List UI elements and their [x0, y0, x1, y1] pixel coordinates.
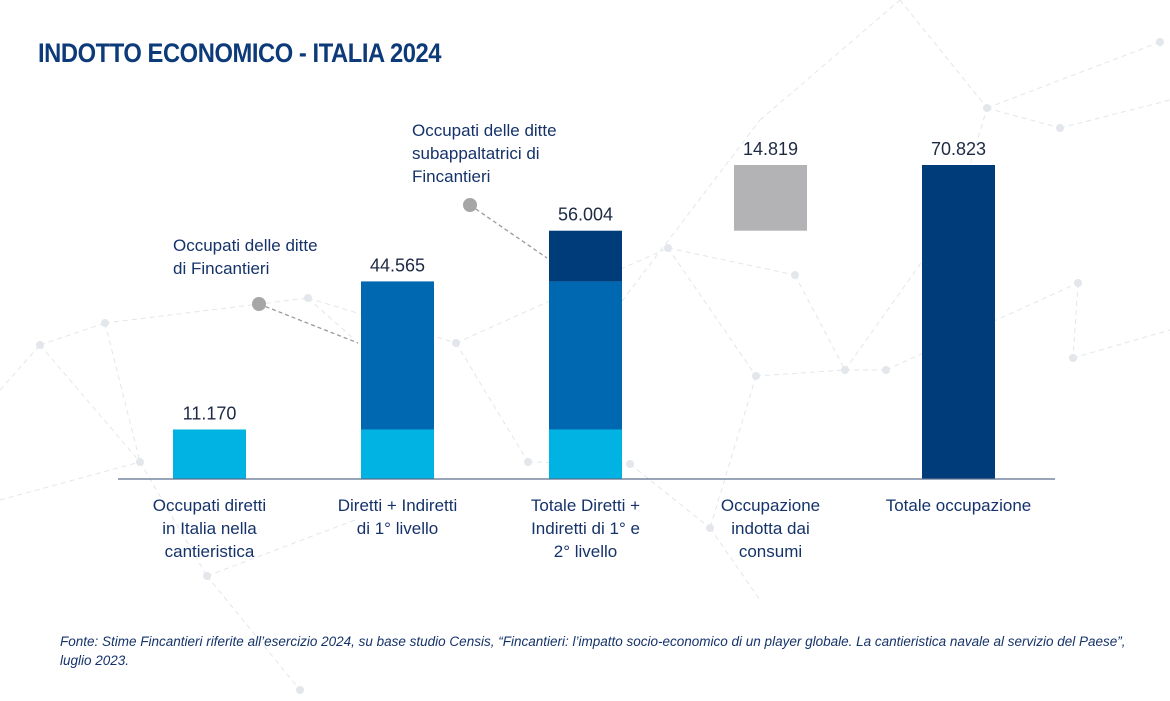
category-label-1: Occupati diretti in Italia nella cantieris…: [153, 496, 266, 561]
callout-leader-1: [258, 303, 359, 344]
category-label-3: Totale Diretti + Indiretti di 1° e 2° live…: [531, 496, 640, 561]
callout-label-1: Occupati delle ditte di Fincantieri: [173, 236, 318, 278]
bar-2-segment-2: [361, 281, 434, 430]
chart-title: INDOTTO ECONOMICO - ITALIA 2024: [38, 38, 442, 68]
value-label-4: 14.819: [743, 139, 798, 159]
bar-2-segment-1: [361, 429, 434, 479]
callout-dot-1: [252, 297, 266, 311]
value-label-2: 44.565: [370, 255, 425, 275]
bar-4-segment-1: [734, 165, 807, 231]
bar-3-segment-1: [549, 429, 622, 479]
bar-3-segment-3: [549, 230, 622, 282]
category-label-2: Diretti + Indiretti di 1° livello: [338, 496, 458, 538]
category-label-4: Occupazione indotta dai consumi: [721, 496, 820, 561]
callout-dot-2: [463, 198, 477, 212]
value-label-3: 56.004: [558, 205, 613, 225]
value-label-5: 70.823: [931, 139, 986, 159]
bar-1-segment-1: [173, 429, 246, 479]
bar-5-segment-1: [922, 165, 995, 479]
category-label-5: Totale occupazione: [886, 496, 1032, 515]
source-note: Fonte: Stime Fincantieri riferite all’es…: [60, 634, 1126, 668]
value-label-1: 11.170: [183, 403, 237, 423]
bar-3-segment-2: [549, 281, 622, 430]
callout-leader-2: [469, 204, 548, 259]
callout-label-2: Occupati delle ditte subappaltatrici di Fi…: [412, 121, 557, 186]
